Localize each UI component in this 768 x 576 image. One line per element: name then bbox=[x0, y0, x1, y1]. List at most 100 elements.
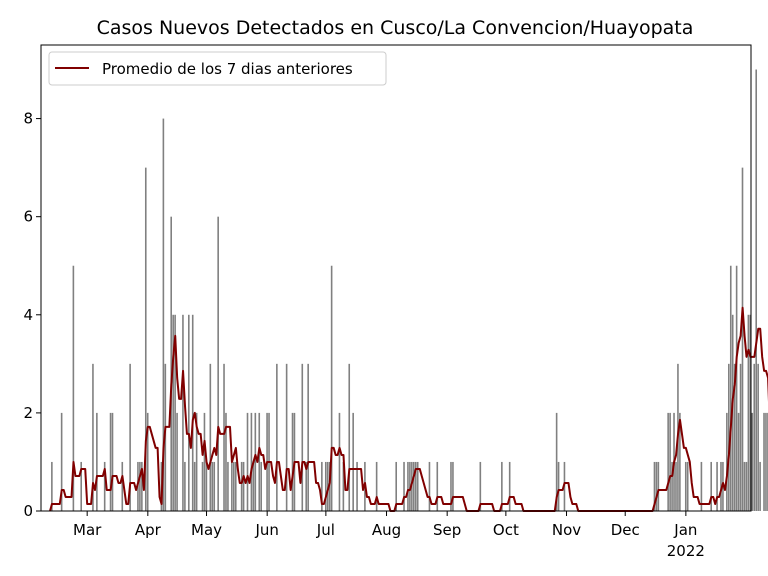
x-tick-label: Oct bbox=[493, 521, 519, 539]
bar bbox=[223, 363, 225, 511]
bar bbox=[667, 412, 669, 511]
bar bbox=[301, 363, 304, 511]
line-layer bbox=[49, 306, 768, 512]
x-tick-year-label: 2022 bbox=[667, 542, 705, 560]
x-tick-label: Apr bbox=[135, 521, 162, 539]
bar bbox=[679, 412, 681, 511]
legend-box bbox=[48, 51, 387, 86]
bar bbox=[413, 461, 415, 511]
bar bbox=[234, 461, 237, 511]
bar bbox=[326, 461, 329, 511]
x-tick-label: Jan bbox=[673, 521, 697, 539]
x-tick-label: Jun bbox=[254, 521, 278, 539]
bar bbox=[348, 363, 351, 511]
x-tick-label: Nov bbox=[552, 521, 581, 539]
bar bbox=[737, 412, 740, 511]
bar bbox=[765, 412, 767, 511]
bar bbox=[92, 363, 94, 511]
y-tick-label: 0 bbox=[23, 502, 33, 520]
bar bbox=[720, 461, 722, 511]
bar bbox=[557, 461, 560, 511]
x-tick-label: Dec bbox=[611, 521, 640, 539]
bar bbox=[170, 216, 172, 511]
bar bbox=[285, 363, 288, 511]
bar bbox=[146, 412, 149, 511]
bar bbox=[211, 461, 214, 511]
bar bbox=[141, 461, 143, 511]
series-line-rolling-average bbox=[49, 306, 768, 512]
bar bbox=[72, 265, 75, 511]
bar bbox=[227, 461, 229, 511]
bar bbox=[743, 461, 746, 511]
bar bbox=[191, 314, 194, 511]
bar bbox=[653, 461, 656, 511]
bar bbox=[452, 461, 454, 511]
bar bbox=[182, 314, 184, 511]
bar bbox=[501, 461, 503, 511]
bar bbox=[356, 461, 358, 511]
y-tick-label: 2 bbox=[23, 404, 33, 422]
bar bbox=[258, 412, 261, 511]
bar bbox=[324, 461, 327, 511]
bar bbox=[657, 461, 660, 511]
bar bbox=[395, 461, 397, 511]
bar bbox=[231, 461, 233, 511]
bar bbox=[710, 461, 712, 511]
bar bbox=[759, 461, 761, 511]
x-tick-label: May bbox=[191, 521, 222, 539]
bar bbox=[729, 265, 732, 511]
bar bbox=[655, 461, 658, 511]
bar bbox=[80, 461, 82, 511]
bar bbox=[250, 412, 253, 511]
bar bbox=[686, 461, 689, 511]
bar bbox=[205, 461, 208, 511]
bar bbox=[555, 412, 558, 511]
bar bbox=[726, 412, 728, 511]
bar bbox=[414, 461, 417, 511]
bar bbox=[763, 412, 765, 511]
bar bbox=[51, 461, 53, 511]
x-tick-label: Aug bbox=[372, 521, 401, 539]
y-tick-label: 4 bbox=[23, 306, 33, 324]
bar bbox=[139, 461, 141, 511]
bar bbox=[233, 461, 235, 511]
legend: Promedio de los 7 dias anteriores bbox=[48, 51, 387, 86]
chart-title: Casos Nuevos Detectados en Cusco/La Conv… bbox=[97, 17, 694, 39]
bar bbox=[375, 461, 378, 511]
bar bbox=[747, 314, 750, 511]
bar bbox=[338, 412, 341, 511]
bar bbox=[741, 167, 744, 511]
bar bbox=[403, 461, 405, 511]
bar bbox=[684, 461, 687, 511]
bar bbox=[195, 412, 198, 511]
bar bbox=[745, 461, 748, 511]
bar bbox=[751, 412, 754, 511]
bar bbox=[321, 461, 323, 511]
y-tick-label: 6 bbox=[23, 208, 33, 226]
y-tick-label: 8 bbox=[23, 110, 33, 128]
bar bbox=[162, 118, 165, 511]
bar bbox=[111, 412, 114, 511]
bar bbox=[291, 412, 294, 511]
bar bbox=[342, 461, 345, 511]
bar bbox=[450, 461, 452, 511]
bar bbox=[716, 461, 718, 511]
y-axis: 0 2 4 6 8 bbox=[23, 110, 41, 520]
bar bbox=[416, 461, 419, 511]
bar bbox=[428, 461, 431, 511]
bar bbox=[144, 167, 147, 511]
bar bbox=[176, 412, 178, 511]
bar bbox=[675, 461, 677, 511]
bar bbox=[407, 461, 409, 511]
legend-entry-label: Promedio de los 7 dias anteriores bbox=[102, 60, 353, 78]
bar bbox=[96, 412, 98, 511]
bar bbox=[193, 461, 196, 511]
bar bbox=[246, 412, 249, 511]
bar bbox=[671, 461, 673, 511]
bar bbox=[753, 363, 756, 511]
x-axis: Mar Apr May Jun Jul Aug Sep Oct Nov Dec Jan 2022 bbox=[73, 511, 705, 560]
bar bbox=[755, 69, 757, 511]
bar bbox=[276, 363, 278, 511]
